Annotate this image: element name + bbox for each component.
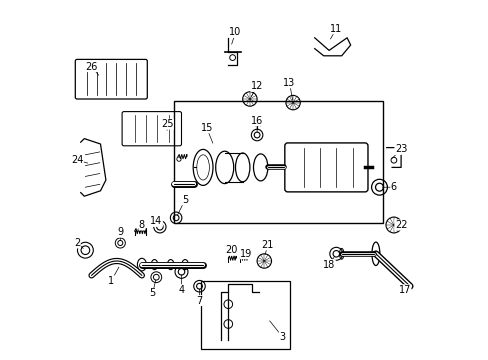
Text: 1: 1 xyxy=(108,276,114,286)
Text: 2: 2 xyxy=(74,238,80,248)
Text: 11: 11 xyxy=(329,24,342,34)
Text: 14: 14 xyxy=(150,216,162,226)
Text: 21: 21 xyxy=(261,240,274,250)
Text: 12: 12 xyxy=(250,81,263,91)
Text: 22: 22 xyxy=(394,220,407,230)
Text: 17: 17 xyxy=(398,285,410,295)
Text: 13: 13 xyxy=(283,78,295,88)
Text: 20: 20 xyxy=(225,245,238,255)
Text: 9: 9 xyxy=(117,227,123,237)
Text: 5: 5 xyxy=(149,288,156,298)
Text: 18: 18 xyxy=(322,260,335,270)
Text: 3: 3 xyxy=(279,332,285,342)
Text: 5: 5 xyxy=(182,195,188,205)
Text: 19: 19 xyxy=(240,249,252,259)
Text: 23: 23 xyxy=(394,144,407,154)
Text: 6: 6 xyxy=(390,182,396,192)
Bar xyxy=(201,281,289,349)
Text: 25: 25 xyxy=(161,119,173,129)
Text: 10: 10 xyxy=(229,27,241,37)
Text: 26: 26 xyxy=(85,62,98,72)
Text: 4: 4 xyxy=(178,285,184,295)
Text: 15: 15 xyxy=(200,123,212,133)
Text: 8: 8 xyxy=(139,220,144,230)
Text: 7: 7 xyxy=(196,296,202,306)
Text: 16: 16 xyxy=(250,116,263,126)
Text: 24: 24 xyxy=(71,155,83,165)
Bar xyxy=(174,101,382,223)
